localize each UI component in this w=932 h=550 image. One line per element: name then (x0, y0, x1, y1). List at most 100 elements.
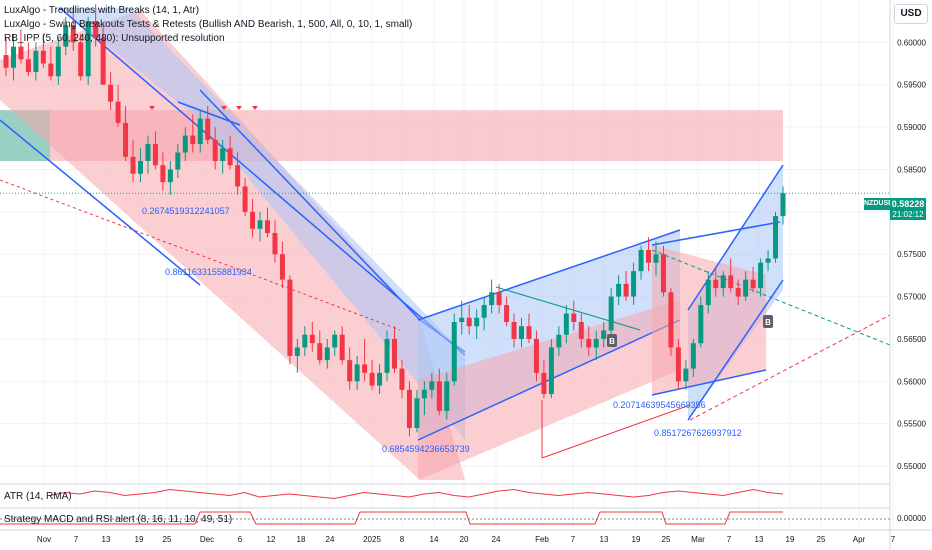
candle-body (18, 46, 24, 60)
candle-body (272, 233, 278, 255)
candle-body (548, 347, 554, 395)
candle-body (765, 258, 771, 263)
x-tick-label: Mar (691, 535, 705, 544)
trend-dashed-red (689, 314, 891, 421)
late-channel-upper (687, 164, 784, 311)
candle-body (638, 249, 644, 272)
annotation-label: 0.2674519312241057 (142, 206, 230, 216)
candle-body (720, 275, 726, 289)
candle-body (257, 220, 263, 229)
candle-body (556, 334, 562, 348)
candle-body (421, 389, 427, 399)
candle-body (182, 135, 188, 153)
late-channel-bottom (651, 369, 767, 396)
candle-body (93, 21, 99, 39)
candle-body (743, 279, 749, 297)
candle-body (242, 186, 248, 212)
candle-body (429, 381, 435, 390)
candle-body (332, 334, 338, 348)
annotation-label: 0.6854594236653739 (382, 444, 470, 454)
x-tick-label: 13 (600, 535, 609, 544)
x-tick-label: 7 (727, 535, 732, 544)
trend-dashed-green (651, 249, 891, 346)
candle-body (70, 25, 76, 43)
candle-body (130, 156, 136, 174)
candle-body (190, 135, 196, 145)
candle-body (152, 144, 158, 166)
candle-body (137, 161, 143, 174)
x-tick-label: 18 (297, 535, 306, 544)
x-tick-label: 25 (817, 535, 826, 544)
candle-body (683, 368, 689, 382)
candle-body (317, 343, 323, 361)
candle-body (533, 338, 539, 373)
candle-body (78, 42, 84, 77)
candle-body (205, 118, 211, 140)
x-tick-label: 13 (755, 535, 764, 544)
candle-body (459, 317, 465, 322)
candle-body (294, 347, 300, 356)
lower-pane-tick: 0.00000 (897, 514, 926, 523)
candle-body (631, 271, 637, 297)
currency-button[interactable]: USD (894, 4, 928, 24)
channel1-lower (0, 119, 201, 286)
candle-body (384, 338, 390, 373)
candle-body (33, 50, 39, 73)
x-tick-label: 8 (400, 535, 405, 544)
swing-marker (149, 106, 155, 110)
candle-body (55, 46, 61, 77)
candle-body (354, 364, 360, 382)
breakout-marker-label: B (765, 318, 771, 327)
candle-body (220, 148, 226, 161)
x-tick-label: 7 (571, 535, 576, 544)
y-tick-label: 0.55000 (897, 462, 926, 471)
atr-pane-label[interactable]: ATR (14, RMA) (4, 491, 72, 502)
symbol-label: NZDUSD (864, 198, 893, 210)
candle-body (347, 360, 353, 382)
mid-dashed-red (0, 179, 401, 331)
candle-body (3, 55, 9, 68)
candle-body (578, 322, 584, 339)
candle-body (339, 334, 345, 361)
candle-body (160, 165, 166, 183)
candle-body (758, 262, 764, 289)
candle-body (750, 279, 756, 289)
legend-line-3[interactable]: RB_IPP (5, 60, 240, 480): Unsupported re… (4, 33, 225, 44)
candle-body (623, 283, 629, 297)
candle-body (63, 25, 69, 47)
candle-body (668, 292, 674, 348)
candle-body (466, 317, 472, 327)
candle-body (250, 211, 256, 229)
y-tick-label: 0.57000 (897, 293, 926, 302)
x-tick-label: Dec (200, 535, 214, 544)
x-tick-label: 2025 (363, 535, 381, 544)
y-tick-label: 0.59000 (897, 123, 926, 132)
legend-line-2[interactable]: LuxAlgo - Swing Breakouts Tests & Retest… (4, 19, 413, 30)
trend-solid-green (495, 286, 641, 331)
candle-body (675, 347, 681, 382)
candle-body (713, 279, 719, 289)
x-tick-label: 7 (891, 535, 896, 544)
x-tick-label: 13 (102, 535, 111, 544)
y-tick-label: 0.56500 (897, 335, 926, 344)
candle-body (690, 343, 696, 369)
atr-line (49, 488, 784, 500)
late-channel-lower (687, 279, 784, 421)
strategy-pane-label[interactable]: Strategy MACD and RSI alert (8, 16, 11, … (4, 514, 233, 525)
candle-body (496, 292, 502, 306)
candle-body (212, 139, 218, 161)
trend-red-diag (541, 404, 691, 459)
late-channel-top (651, 221, 781, 246)
candle-body (586, 338, 592, 348)
candle-body (526, 326, 532, 339)
candle-body (660, 254, 666, 293)
candle-body (705, 279, 711, 306)
candle-body (48, 63, 54, 77)
candle-body (504, 305, 510, 322)
x-tick-label: 7 (74, 535, 79, 544)
x-tick-label: 25 (662, 535, 671, 544)
candle-body (115, 101, 121, 123)
candle-body (414, 398, 420, 428)
legend-line-1[interactable]: LuxAlgo - Trendlines with Breaks (14, 1,… (4, 5, 200, 16)
